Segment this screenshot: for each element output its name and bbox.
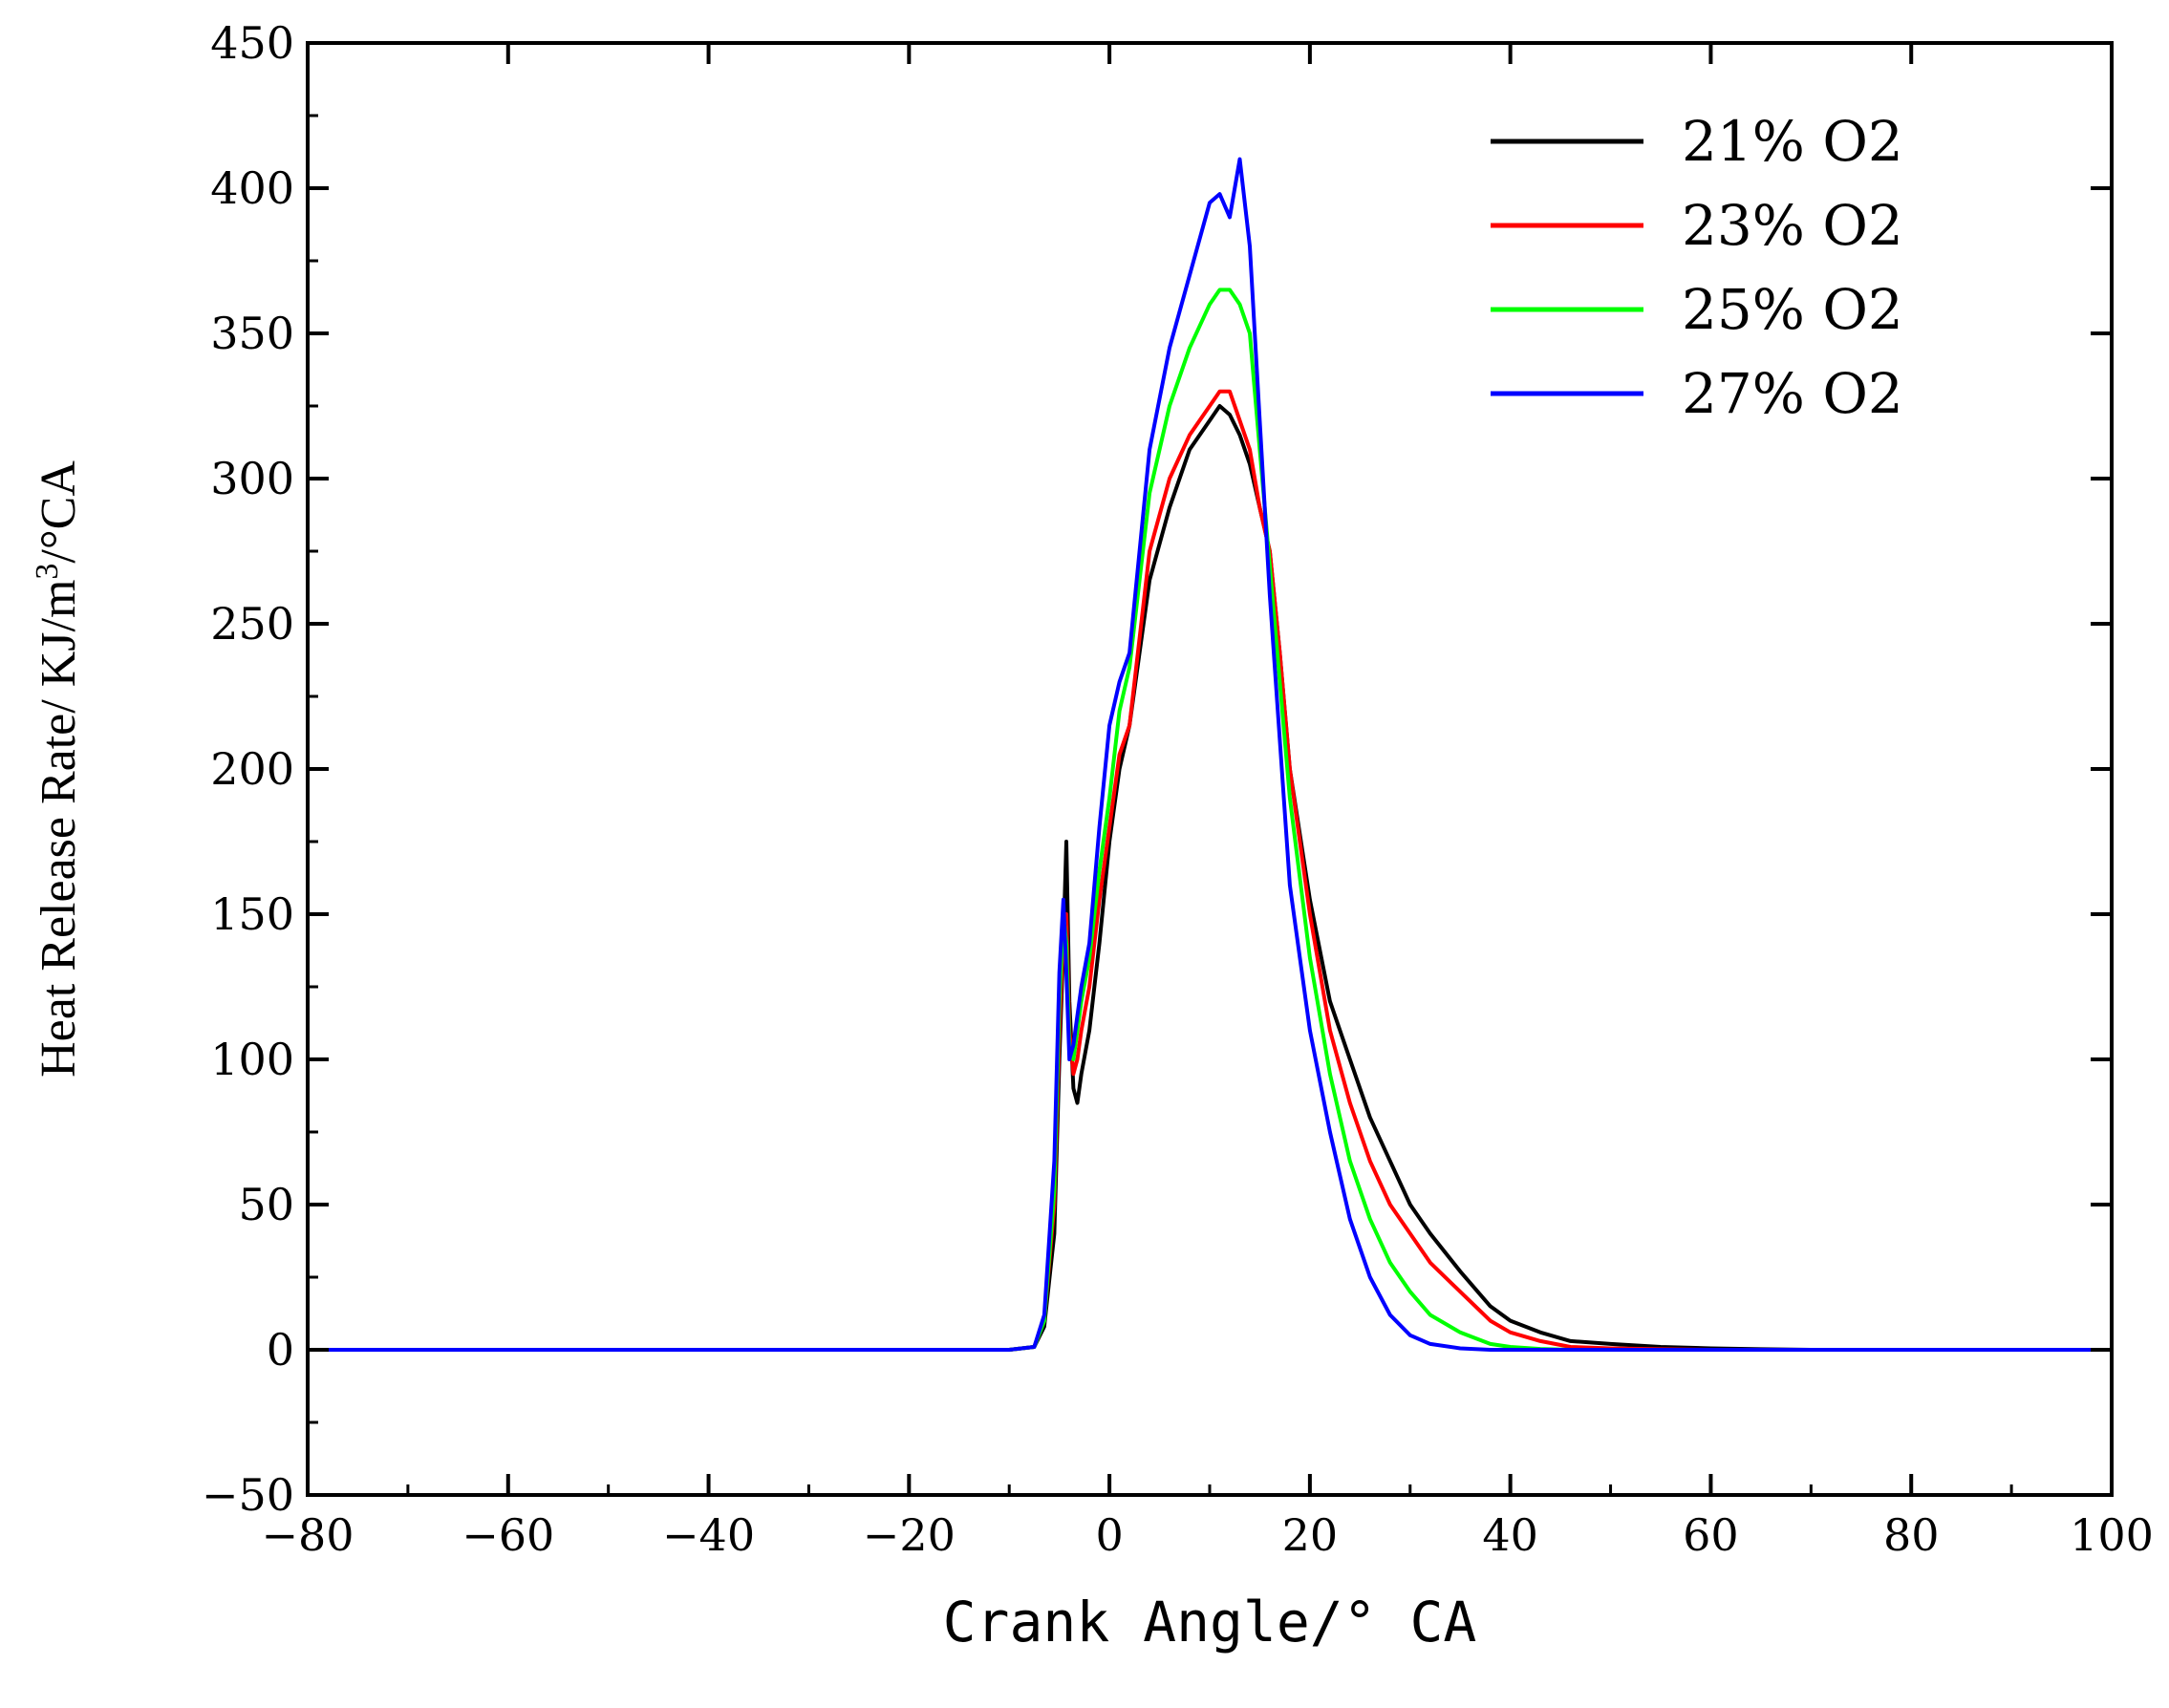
x-tick-label: 60 [1683,1509,1739,1561]
y-tick-label: 100 [210,1034,294,1085]
y-tick-label: 350 [210,308,294,359]
plot-area [328,157,2112,1352]
series-line-27-o2 [328,157,2112,1352]
axis-ticks [306,41,2114,1497]
x-tick-label: 100 [2070,1509,2154,1561]
legend: 21% O2 23% O2 25% O2 27% O2 [1491,109,1903,426]
x-tick-label: 20 [1282,1509,1339,1561]
y-tick-label: 450 [210,17,294,69]
legend-label: 23% O2 [1682,193,1903,258]
series-line-25-o2 [328,288,2112,1352]
x-tick-label: 0 [1095,1509,1123,1561]
x-tick-label: 80 [1883,1509,1940,1561]
legend-label: 27% O2 [1682,361,1903,426]
y-tick-label: 50 [238,1179,294,1230]
x-axis-title: Crank Angle/° CA [943,1590,1477,1655]
y-tick-label: 200 [210,743,294,795]
y-tick-label: −50 [202,1469,294,1521]
y-axis-title-tail: /°CA [32,460,86,564]
y-axis-title: Heat Release Rate/ KJ/m3/°CA [30,460,87,1078]
y-tick-label: 400 [210,162,294,214]
legend-label: 25% O2 [1682,277,1903,342]
series-line-23-o2 [328,389,2112,1352]
y-axis-title-main: Heat Release Rate/ KJ/m [32,580,86,1078]
x-tick-label: −20 [863,1509,956,1561]
legend-label: 21% O2 [1682,109,1903,174]
x-tick-label: 40 [1482,1509,1538,1561]
x-tick-label: −60 [462,1509,554,1561]
axes-frame [306,41,2114,1497]
y-axis-title-superscript: 3 [30,564,65,580]
y-tick-label: 150 [210,888,294,940]
y-tick-label: 300 [210,453,294,504]
y-tick-label: 250 [210,598,294,650]
y-tick-label: 0 [267,1324,294,1376]
x-tick-label: −80 [261,1509,354,1561]
axis-tick-labels: −80 −60 −40 −20 0 20 40 60 80 100 −50 0 50 100 150 200 2… [202,17,2154,1561]
series-line-21-o2 [328,404,2112,1352]
x-tick-label: −40 [662,1509,755,1561]
